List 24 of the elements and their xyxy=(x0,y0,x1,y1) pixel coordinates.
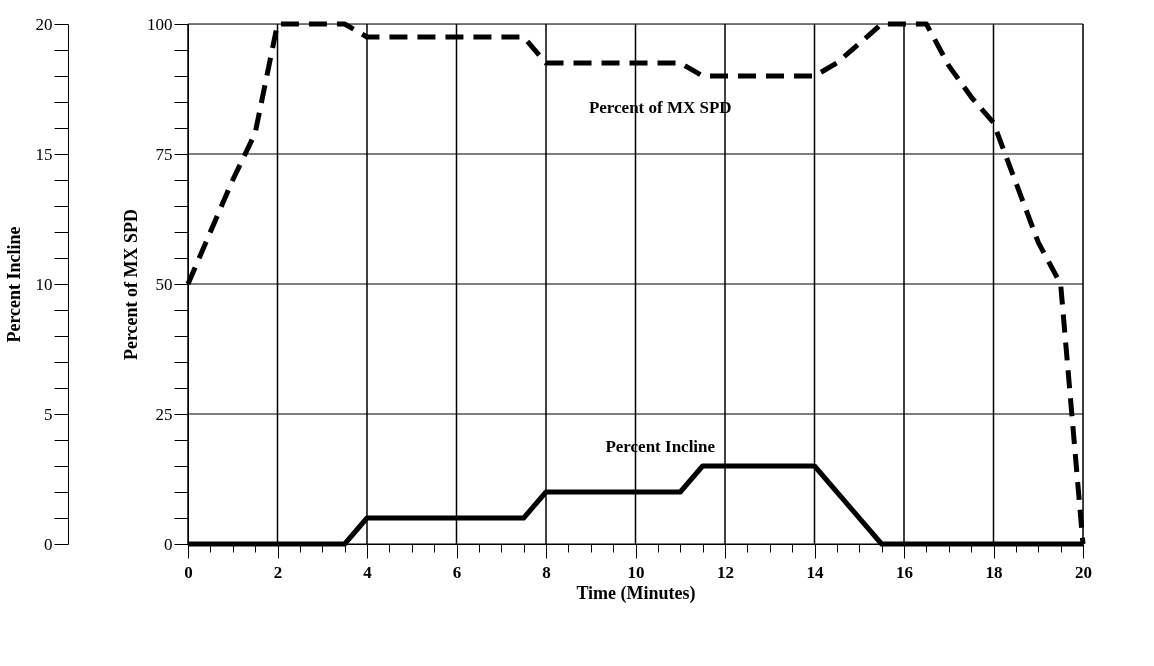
x-tick-label: 20 xyxy=(1075,562,1092,582)
x-tick-label: 6 xyxy=(452,562,462,582)
y-tick-label: 20 xyxy=(35,14,53,34)
x-tick-label: 14 xyxy=(806,562,824,582)
x-tick-label: 8 xyxy=(542,562,551,582)
y2-tick-label: 75 xyxy=(155,144,173,164)
y-tick-label: 5 xyxy=(44,404,53,424)
x-tick-label: 2 xyxy=(273,562,283,582)
y2-tick-label: 100 xyxy=(147,14,173,34)
x-tick-label: 18 xyxy=(985,562,1003,582)
y-tick-label: 10 xyxy=(35,274,53,294)
x-tick-label: 4 xyxy=(363,562,373,582)
y2-tick-label: 50 xyxy=(155,274,173,294)
y-tick-label: 0 xyxy=(44,534,53,554)
x-tick-label: 12 xyxy=(717,562,734,582)
x-axis-title: Time (Minutes) xyxy=(576,582,696,604)
x-tick-label: 16 xyxy=(896,562,913,582)
y2-axis-title: Percent of MX SPD xyxy=(121,208,141,361)
y-axis-title: Percent Incline xyxy=(3,226,24,343)
y2-tick-label: 25 xyxy=(155,404,173,424)
y-tick-label: 15 xyxy=(35,144,53,164)
y2-tick-label: 0 xyxy=(164,534,173,554)
x-tick-label: 10 xyxy=(627,562,645,582)
x-tick-label: 0 xyxy=(184,562,193,582)
